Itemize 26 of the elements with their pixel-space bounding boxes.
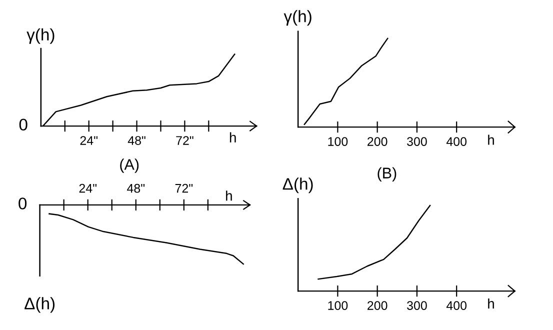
x-axis-title: h [226,190,232,201]
y-axis-title: Δ(h) [24,297,55,313]
x-tick-label: 400 [446,137,467,146]
y-axis-title: γ(h) [26,28,54,44]
x-tick-label: 72" [175,184,193,193]
x-tick-label: 300 [407,137,427,146]
x-tick-label: 200 [368,301,388,310]
x-tick-label: 100 [328,137,348,146]
text: 0 [19,118,28,131]
x-tick-label: 24" [80,136,98,145]
x-axis-title: h [230,132,236,142]
x-tick-label: 48" [126,184,145,193]
text: 0 [18,198,27,210]
x-axis-title: h [488,298,494,309]
text: (A) [120,158,139,173]
x-tick-label: 400 [446,301,467,310]
x-axis-title: h [488,134,494,145]
x-tick-label: 100 [328,301,348,310]
x-tick-label: 300 [407,301,427,310]
x-tick-label: 72" [176,136,194,145]
text: (B) [378,167,396,182]
y-axis-title: γ(h) [284,10,312,26]
x-tick-label: 24" [79,184,96,193]
y-axis-title: Δ(h) [282,178,313,194]
x-tick-label: 200 [368,137,388,146]
x-tick-label: 48" [128,136,146,145]
